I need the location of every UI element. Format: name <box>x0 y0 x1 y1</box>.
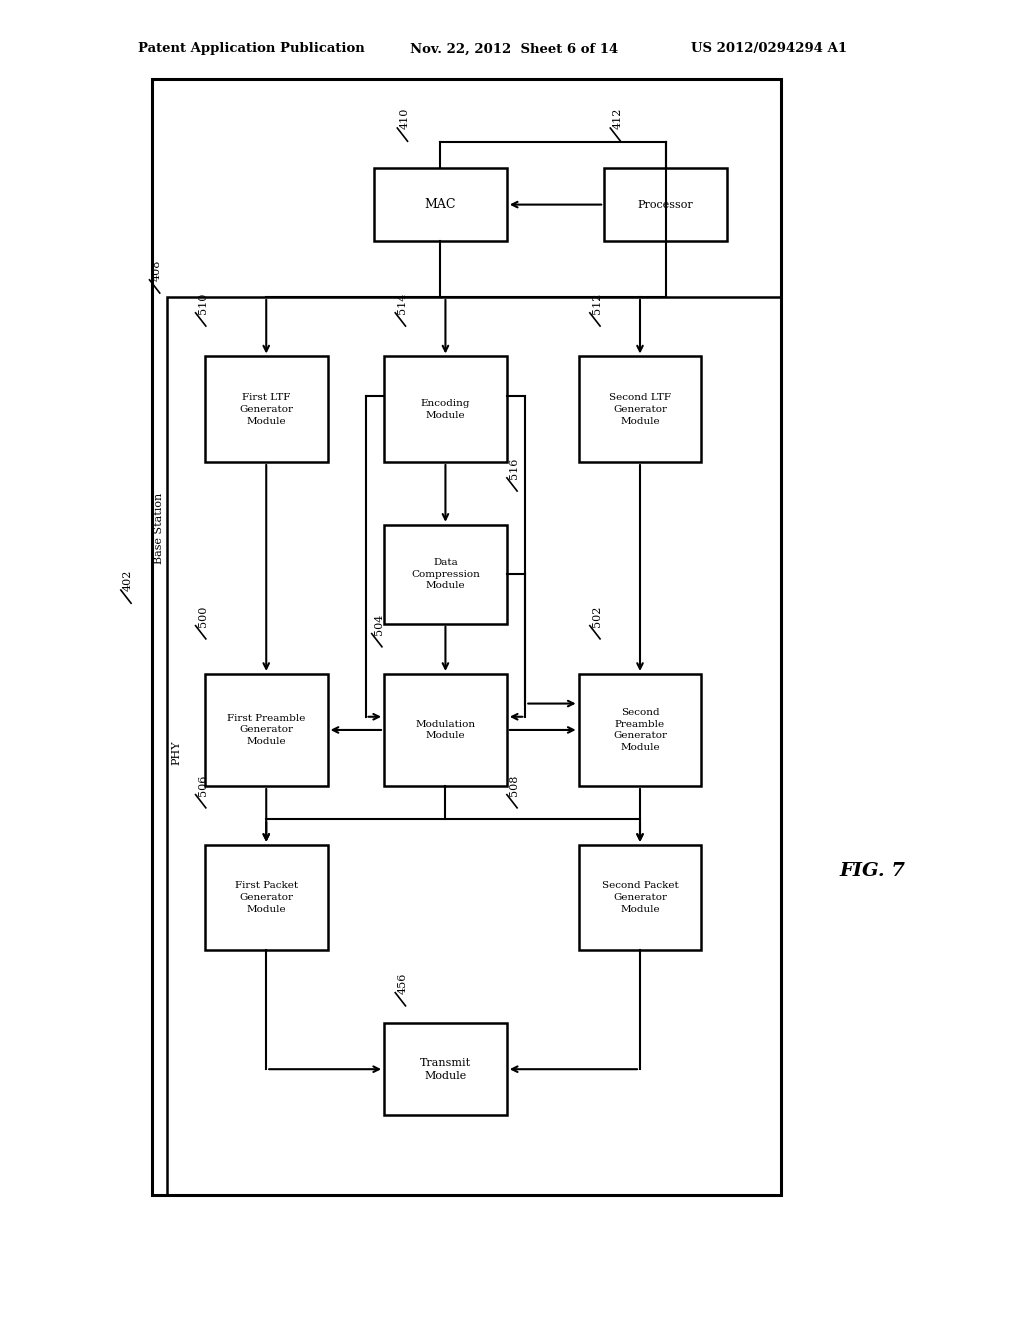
Text: 516: 516 <box>509 458 519 479</box>
Text: PHY: PHY <box>171 741 181 764</box>
Text: FIG. 7: FIG. 7 <box>840 862 905 880</box>
Text: Second Packet
Generator
Module: Second Packet Generator Module <box>602 882 678 913</box>
Text: Base Station: Base Station <box>154 492 164 564</box>
Text: Encoding
Module: Encoding Module <box>421 399 470 420</box>
Text: 500: 500 <box>198 606 208 627</box>
Text: 512: 512 <box>592 293 602 314</box>
Text: 508: 508 <box>509 775 519 796</box>
Text: First Packet
Generator
Module: First Packet Generator Module <box>234 882 298 913</box>
Text: 456: 456 <box>397 973 408 994</box>
Bar <box>167 297 781 1195</box>
Bar <box>384 356 507 462</box>
Text: Data
Compression
Module: Data Compression Module <box>411 558 480 590</box>
Bar <box>579 845 701 950</box>
Text: First Preamble
Generator
Module: First Preamble Generator Module <box>227 714 305 746</box>
Text: Second
Preamble
Generator
Module: Second Preamble Generator Module <box>613 708 667 752</box>
Bar <box>384 673 507 785</box>
Bar <box>205 845 328 950</box>
Text: 412: 412 <box>612 108 623 129</box>
Text: 408: 408 <box>152 260 162 281</box>
Bar <box>152 79 781 1195</box>
Text: Nov. 22, 2012  Sheet 6 of 14: Nov. 22, 2012 Sheet 6 of 14 <box>410 42 617 55</box>
Text: Second LTF
Generator
Module: Second LTF Generator Module <box>609 393 671 425</box>
Text: 410: 410 <box>399 108 410 129</box>
Bar <box>579 356 701 462</box>
Text: 402: 402 <box>123 570 133 591</box>
Text: Transmit
Module: Transmit Module <box>420 1057 471 1081</box>
Text: Processor: Processor <box>638 199 693 210</box>
Text: US 2012/0294294 A1: US 2012/0294294 A1 <box>691 42 847 55</box>
Text: 504: 504 <box>374 614 384 635</box>
Bar <box>384 1023 507 1115</box>
Bar <box>579 673 701 785</box>
Text: 506: 506 <box>198 775 208 796</box>
Bar <box>604 168 727 242</box>
Bar <box>384 525 507 624</box>
Text: 510: 510 <box>198 293 208 314</box>
Text: MAC: MAC <box>425 198 456 211</box>
Text: First LTF
Generator
Module: First LTF Generator Module <box>240 393 293 425</box>
Bar <box>205 356 328 462</box>
Text: Patent Application Publication: Patent Application Publication <box>138 42 365 55</box>
Text: 514: 514 <box>397 293 408 314</box>
Bar <box>374 168 507 242</box>
Text: 502: 502 <box>592 606 602 627</box>
Text: Modulation
Module: Modulation Module <box>416 719 475 741</box>
Bar <box>205 673 328 785</box>
